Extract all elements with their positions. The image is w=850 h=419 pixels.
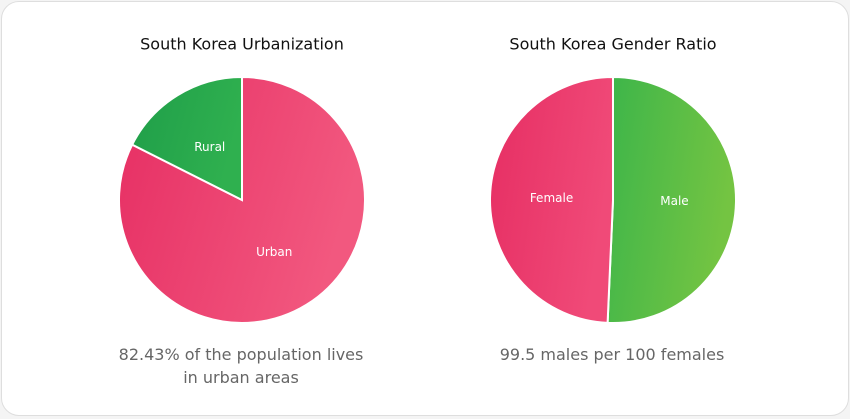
chart-title: South Korea Urbanization — [140, 35, 344, 54]
slice-label: Rural — [194, 140, 225, 154]
pie-slice — [130, 75, 243, 202]
caption: 99.5 males per 100 females — [499, 345, 725, 364]
pie-slice — [489, 75, 614, 324]
slice-label: Female — [530, 191, 573, 205]
pie-slice — [606, 75, 737, 324]
caption: 82.43% of the population lives in urban … — [118, 345, 364, 387]
slice-label: Male — [660, 194, 688, 208]
chart-title: South Korea Gender Ratio — [509, 35, 716, 54]
slice-label: Urban — [256, 245, 292, 259]
